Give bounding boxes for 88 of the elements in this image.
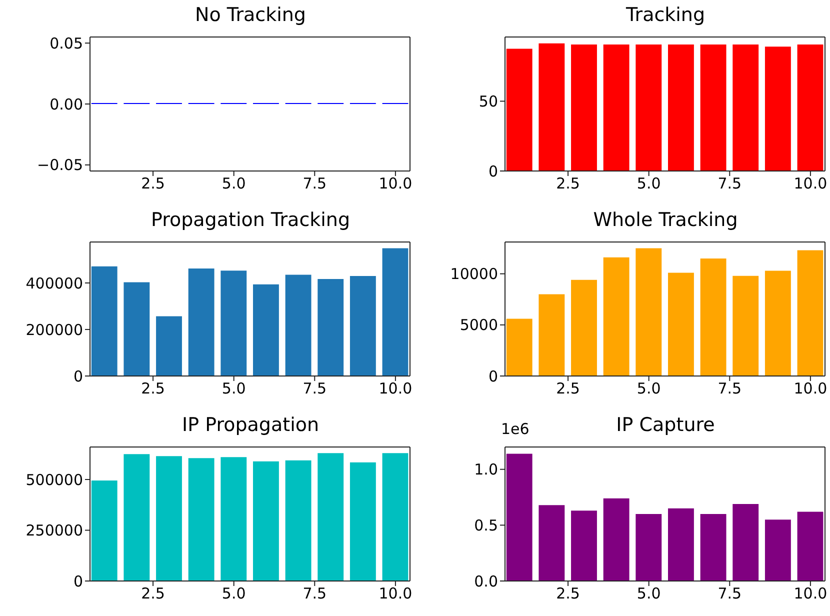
bar	[318, 453, 344, 581]
bar	[220, 457, 247, 581]
x-tick-label: 5.0	[636, 174, 661, 193]
x-tick-label: 10.0	[378, 174, 412, 193]
x-tick-label: 5.0	[636, 380, 661, 398]
y-tick-label: 500000	[26, 470, 83, 489]
y-tick-label: 250000	[26, 522, 83, 540]
bar	[188, 458, 214, 581]
x-tick-label: 10.0	[378, 584, 412, 603]
x-tick-label: 2.5	[556, 584, 580, 603]
bar	[797, 512, 824, 581]
x-tick-label: 7.5	[718, 174, 742, 193]
x-tick-label: 5.0	[222, 380, 246, 398]
bar	[91, 266, 118, 376]
x-tick-label: 7.5	[302, 584, 327, 603]
bar	[506, 454, 532, 581]
bar	[797, 250, 824, 376]
bar	[350, 276, 376, 376]
bar	[603, 257, 630, 376]
x-tick-label: 5.0	[636, 584, 661, 603]
x-tick-label: 10.0	[794, 584, 828, 603]
bar	[700, 258, 726, 376]
y-tick-label: 0	[73, 367, 83, 386]
bar	[91, 480, 118, 581]
bar	[764, 270, 791, 376]
chart-title: Propagation Tracking	[150, 209, 352, 231]
bar	[124, 454, 150, 581]
x-tick-label: 7.5	[302, 174, 327, 193]
bar	[220, 270, 247, 376]
x-tick-label: 7.5	[718, 584, 742, 603]
bar	[732, 276, 759, 376]
bar	[285, 460, 312, 581]
bar	[382, 453, 408, 581]
y-tick-label: 400000	[26, 274, 83, 292]
bar	[156, 316, 182, 376]
x-tick-label: 5.0	[222, 584, 246, 603]
y-tick-label: 0	[488, 162, 498, 180]
chart-title: Whole Tracking	[592, 209, 739, 231]
y-tick-label: 10000	[450, 265, 498, 284]
x-tick-label: 2.5	[141, 380, 165, 398]
bar	[538, 505, 565, 581]
bar	[506, 318, 532, 376]
y-tick-label: 0.00	[50, 95, 83, 114]
y-tick-label: 0	[73, 572, 83, 590]
bar	[571, 510, 597, 581]
chart-title: No Tracking	[194, 4, 307, 26]
y-tick-label: 0.05	[50, 34, 83, 52]
x-tick-label: 7.5	[718, 380, 742, 398]
bar	[285, 274, 312, 376]
y-tick-label: 0.0	[474, 572, 498, 590]
y-tick-label: 1.0	[474, 460, 498, 479]
text: 1e6	[501, 420, 530, 438]
bar	[124, 282, 150, 376]
y-tick-label: 200000	[26, 320, 83, 339]
bar	[350, 462, 376, 581]
y-tick-label: 0.5	[474, 516, 498, 534]
bar	[732, 504, 759, 581]
x-tick-label: 10.0	[794, 174, 828, 193]
y-tick-label: 5000	[460, 316, 498, 334]
chart-title: Tracking	[624, 4, 706, 26]
y-tick-label: 0	[488, 367, 498, 386]
chart-title: IP Propagation	[180, 414, 320, 436]
bar	[188, 268, 214, 376]
bar	[253, 461, 279, 581]
bar	[538, 294, 565, 376]
x-tick-label: 10.0	[794, 380, 828, 398]
x-tick-label: 2.5	[141, 174, 165, 193]
x-tick-label: 2.5	[556, 380, 580, 398]
x-tick-label: 5.0	[222, 174, 246, 193]
bar	[668, 272, 694, 376]
bar	[700, 514, 726, 581]
bar	[764, 520, 791, 581]
bar	[603, 498, 630, 581]
bar	[636, 514, 662, 581]
bar	[318, 278, 344, 376]
chart-title: IP Capture	[616, 414, 715, 436]
bar	[571, 280, 597, 376]
x-tick-label: 7.5	[302, 380, 327, 398]
y-tick-label: −0.05	[37, 156, 83, 174]
bar	[668, 508, 694, 581]
x-tick-label: 10.0	[378, 380, 412, 398]
bar	[382, 248, 408, 376]
bar	[253, 284, 279, 376]
bar	[156, 456, 182, 581]
bar	[636, 248, 662, 376]
y-tick-label: 50	[478, 92, 498, 111]
x-tick-label: 2.5	[141, 584, 165, 603]
x-tick-label: 2.5	[556, 174, 580, 193]
